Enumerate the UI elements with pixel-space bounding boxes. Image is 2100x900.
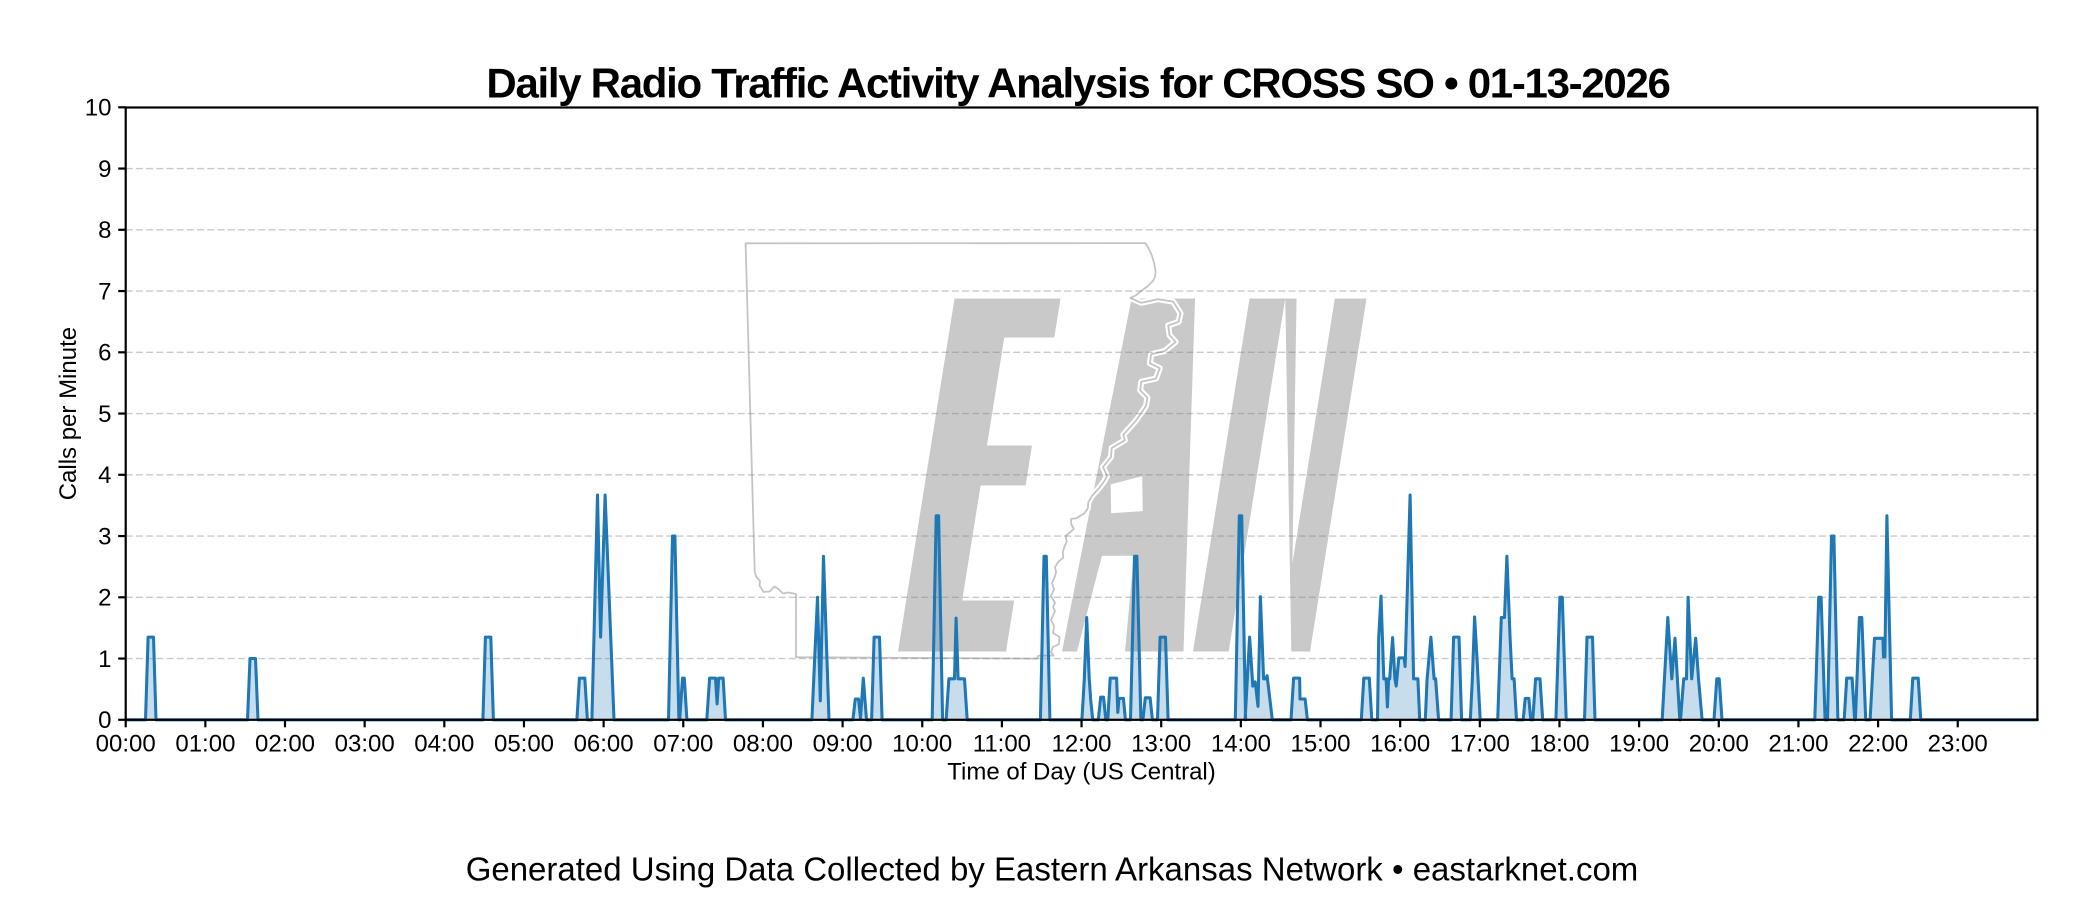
svg-text:6: 6: [98, 340, 111, 367]
svg-text:22:00: 22:00: [1848, 731, 1908, 758]
svg-text:0: 0: [98, 707, 111, 734]
svg-text:08:00: 08:00: [733, 731, 793, 758]
svg-text:21:00: 21:00: [1768, 731, 1828, 758]
svg-text:5: 5: [98, 401, 111, 428]
svg-text:7: 7: [98, 278, 111, 305]
svg-text:05:00: 05:00: [494, 731, 554, 758]
svg-text:17:00: 17:00: [1450, 731, 1510, 758]
svg-text:06:00: 06:00: [574, 731, 634, 758]
svg-text:02:00: 02:00: [255, 731, 315, 758]
svg-text:15:00: 15:00: [1290, 731, 1350, 758]
svg-text:8: 8: [98, 217, 111, 244]
svg-text:Generated Using Data Collected: Generated Using Data Collected by Easter…: [466, 850, 1639, 887]
svg-text:12:00: 12:00: [1051, 731, 1111, 758]
svg-text:00:00: 00:00: [96, 731, 156, 758]
svg-text:10: 10: [85, 95, 112, 122]
svg-text:2: 2: [98, 585, 111, 612]
svg-text:3: 3: [98, 523, 111, 550]
svg-text:Time of Day (US Central): Time of Day (US Central): [947, 759, 1216, 786]
svg-text:09:00: 09:00: [813, 731, 873, 758]
svg-text:4: 4: [98, 462, 111, 489]
svg-text:10:00: 10:00: [892, 731, 952, 758]
svg-text:01:00: 01:00: [175, 731, 235, 758]
svg-text:07:00: 07:00: [653, 731, 713, 758]
svg-text:03:00: 03:00: [335, 731, 395, 758]
svg-text:19:00: 19:00: [1609, 731, 1669, 758]
svg-text:9: 9: [98, 156, 111, 183]
svg-text:11:00: 11:00: [973, 731, 1031, 758]
svg-text:18:00: 18:00: [1529, 731, 1589, 758]
svg-text:14:00: 14:00: [1211, 731, 1271, 758]
svg-text:Calls per Minute: Calls per Minute: [55, 327, 82, 500]
svg-text:13:00: 13:00: [1131, 731, 1191, 758]
svg-text:04:00: 04:00: [414, 731, 474, 758]
svg-text:Daily Radio Traffic Activity A: Daily Radio Traffic Activity Analysis fo…: [486, 60, 1669, 107]
svg-text:20:00: 20:00: [1689, 731, 1749, 758]
svg-text:23:00: 23:00: [1928, 731, 1988, 758]
svg-text:1: 1: [98, 646, 111, 673]
svg-text:16:00: 16:00: [1370, 731, 1430, 758]
